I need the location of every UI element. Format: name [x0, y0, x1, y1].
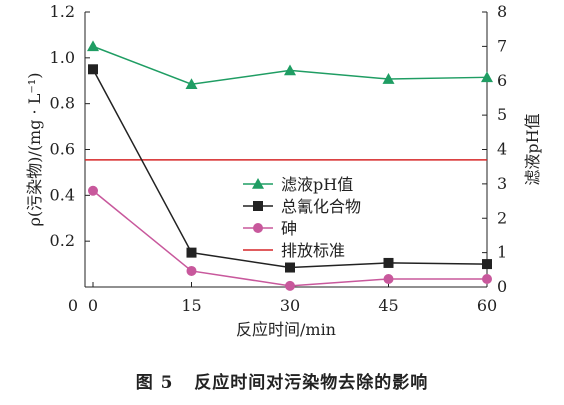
- data-point: [186, 265, 197, 276]
- legend-label: 排放标准: [281, 241, 345, 260]
- x-axis-title: 反应时间/min: [236, 320, 336, 339]
- x-tick-label: 60: [477, 296, 497, 315]
- data-point: [285, 280, 295, 291]
- y-left-tick-label: 1.2: [50, 2, 75, 21]
- data-point: [284, 64, 296, 76]
- y-left-tick-label: 0.2: [50, 231, 75, 250]
- chart-axes: 0 15 30 45 6000.20.40.60.81.01.2012345678反应时…: [25, 2, 542, 339]
- data-point: [383, 257, 394, 268]
- y-right-tick-label: 0: [497, 277, 507, 296]
- y-left-axis-title: ρ(污染物)/(mg · L⁻¹): [25, 73, 44, 227]
- legend-label: 滤液pH值: [281, 175, 353, 194]
- figure-number: 图 5: [135, 373, 174, 393]
- y-right-tick-label: 4: [497, 140, 507, 159]
- x-tick-label: 15: [181, 296, 201, 315]
- y-right-tick-label: 1: [497, 243, 507, 262]
- x-tick-label: 45: [378, 296, 398, 315]
- data-point: [482, 273, 492, 284]
- legend-swatch-marker: [253, 201, 263, 211]
- y-right-axis-title: 滤液pH值: [523, 113, 542, 185]
- data-point: [383, 273, 394, 284]
- data-point: [88, 185, 98, 196]
- data-point: [186, 247, 197, 258]
- data-point: [482, 259, 492, 270]
- y-right-tick-label: 7: [497, 36, 507, 55]
- y-right-tick-label: 5: [497, 105, 507, 124]
- y-right-tick-label: 8: [497, 2, 507, 21]
- data-point: [88, 64, 98, 75]
- y-left-tick-label: 0.4: [50, 185, 75, 204]
- y-left-tick-label: 0.8: [50, 94, 75, 113]
- x-tick-label: 0: [88, 296, 98, 315]
- data-point: [185, 78, 198, 89]
- legend-label: 总氰化合物: [281, 197, 361, 216]
- y-right-tick-label: 2: [497, 208, 507, 227]
- y-right-tick-label: 3: [497, 174, 507, 193]
- figure-title: 反应时间对污染物去除的影响: [194, 373, 429, 393]
- legend-swatch-marker: [253, 223, 263, 233]
- x-tick-label: 30: [280, 296, 300, 315]
- chart-marks: [85, 40, 493, 291]
- y-left-tick-label: 0.6: [50, 140, 75, 159]
- data-point: [481, 71, 493, 83]
- y-left-tick-label: 0: [68, 296, 78, 315]
- chart: 0 15 30 45 6000.20.40.60.81.01.2012345678反应时…: [25, 2, 542, 339]
- figure-caption: 图 5 反应时间对污染物去除的影响: [0, 368, 564, 393]
- legend-swatch-marker: [252, 178, 264, 189]
- data-point: [87, 40, 99, 52]
- y-left-tick-label: 1.0: [50, 48, 75, 67]
- y-right-tick-label: 6: [497, 71, 507, 90]
- data-point: [382, 73, 395, 84]
- legend-label: 砷: [281, 219, 297, 238]
- data-point: [285, 262, 295, 273]
